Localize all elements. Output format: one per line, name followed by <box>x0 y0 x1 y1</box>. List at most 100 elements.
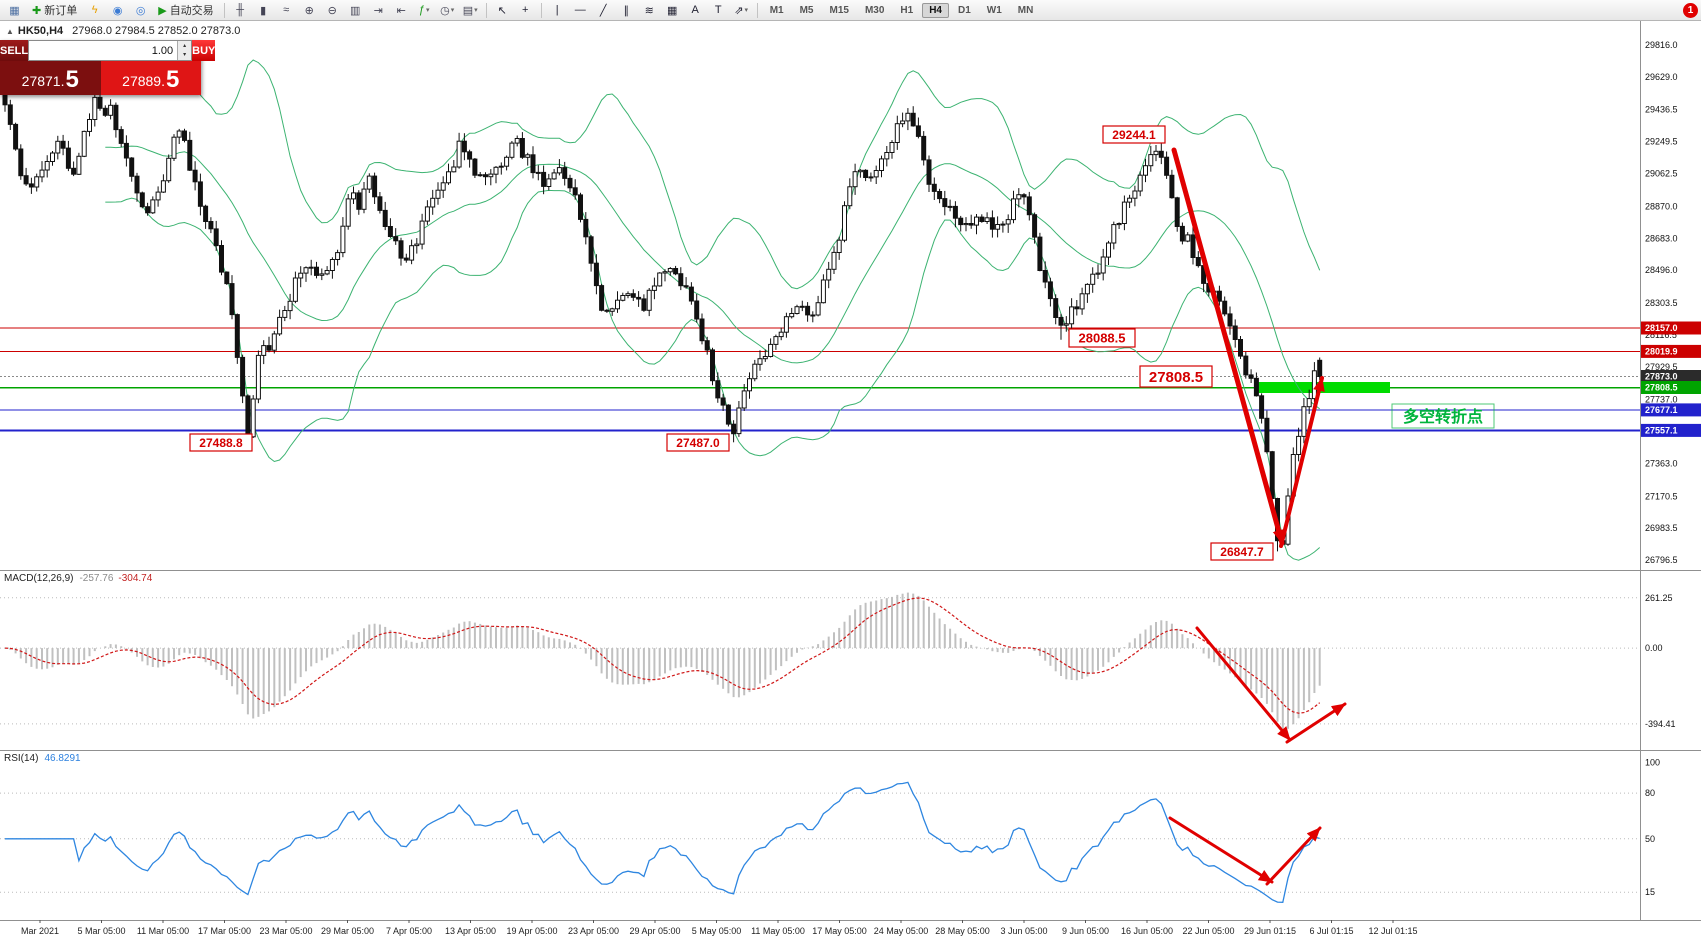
price-tag: 28019.9 <box>1641 344 1701 358</box>
sell-button[interactable]: SELL <box>0 40 29 61</box>
grid-icon[interactable]: ▦ <box>662 1 683 20</box>
macd-arrow[interactable] <box>1285 702 1347 744</box>
candlesticks[interactable] <box>2 88 1323 552</box>
svg-text:26983.5: 26983.5 <box>1645 523 1678 533</box>
svg-text:50: 50 <box>1645 834 1655 844</box>
mql5-icon: ϟ <box>91 4 98 16</box>
tile-windows-icon[interactable]: ▥ <box>345 1 366 20</box>
channel-icon[interactable]: ∥ <box>616 1 637 20</box>
line-chart-mode-icon[interactable]: ≈ <box>276 1 297 20</box>
price-annotation[interactable]: 27808.5 <box>1139 365 1213 388</box>
buy-price-big-digit: 5 <box>165 66 180 93</box>
text-icon[interactable]: A <box>685 1 706 20</box>
timeframe-m30-button[interactable]: M30 <box>864 4 885 16</box>
price-annotation[interactable]: 28088.5 <box>1068 328 1136 348</box>
rsi-arrow[interactable] <box>1265 826 1322 886</box>
lot-decrease-button[interactable]: ▾ <box>178 50 192 60</box>
autotrading-button-label: 自动交易 <box>169 5 214 17</box>
chart-shift-icon[interactable]: ⇤ <box>391 1 412 20</box>
cursor-icon: ↖ <box>497 4 507 17</box>
price-annotation[interactable]: 26847.7 <box>1210 542 1274 561</box>
chart-shift-icon: ⇤ <box>396 4 406 17</box>
zoom-in-icon[interactable]: ⊕ <box>299 1 320 20</box>
text-icon: A <box>691 4 699 16</box>
notification-badge[interactable]: 1 <box>1683 3 1698 18</box>
periods-icon[interactable]: ◷ ▾ <box>437 1 458 20</box>
horizontal-lines[interactable] <box>0 327 1640 432</box>
new-chart-icon[interactable]: ▦ <box>4 1 25 20</box>
svg-text:11 May 05:00: 11 May 05:00 <box>751 926 805 936</box>
crosshair-icon: + <box>521 4 529 16</box>
svg-text:Mar 2021: Mar 2021 <box>21 926 59 936</box>
horizontal-line-icon[interactable]: ― <box>570 1 591 20</box>
text-label-icon[interactable]: T <box>708 1 729 20</box>
svg-text:27557.1: 27557.1 <box>1645 425 1678 435</box>
community-icon[interactable]: ◉ <box>107 1 128 20</box>
price-annotation[interactable]: 27488.8 <box>189 433 253 452</box>
svg-text:29062.5: 29062.5 <box>1645 169 1678 179</box>
vertical-line-icon[interactable]: | <box>547 1 568 20</box>
price-annotation[interactable]: 29244.1 <box>1102 125 1166 144</box>
lot-size-field[interactable]: ▴ ▾ <box>28 40 193 61</box>
fibonacci-icon[interactable]: ≋ <box>639 1 660 20</box>
price-annotation[interactable]: 27487.0 <box>666 433 730 452</box>
svg-text:27873.0: 27873.0 <box>1645 372 1678 382</box>
news-icon: ◎ <box>135 4 146 17</box>
auto-scroll-icon[interactable]: ⇥ <box>368 1 389 20</box>
lot-increase-button[interactable]: ▴ <box>178 41 192 51</box>
time-axis[interactable]: Mar 2021 5 Mar 05:00 11 Mar 05:00 17 Mar 05… <box>21 920 1418 936</box>
timeframe-m1-button[interactable]: M1 <box>769 4 784 16</box>
arrows-tool-icon[interactable]: ⇗ ▾ <box>731 1 752 20</box>
svg-text:12 Jul 01:15: 12 Jul 01:15 <box>1368 926 1417 936</box>
indicators-icon[interactable]: ƒ ▾ <box>414 1 435 20</box>
timeframe-mn-button[interactable]: MN <box>1017 4 1034 16</box>
one-click-trading-widget[interactable]: SELL ▴ ▾ BUY 27871.5 27889.5 <box>0 40 216 95</box>
price-tag: 27677.1 <box>1641 403 1701 417</box>
svg-text:28496.0: 28496.0 <box>1645 265 1678 275</box>
crosshair-icon[interactable]: + <box>515 1 536 20</box>
cursor-icon[interactable]: ↖ <box>492 1 513 20</box>
buy-price[interactable]: 27889. 5 <box>100 61 201 95</box>
svg-text:27487.0: 27487.0 <box>676 436 720 450</box>
timeframe-m5-button[interactable]: M5 <box>799 4 814 16</box>
symbol-ohlc: 27968.0 27984.5 27852.0 27873.0 <box>72 25 241 37</box>
rsi-arrow[interactable] <box>1168 816 1274 884</box>
svg-text:3 Jun 05:00: 3 Jun 05:00 <box>1000 926 1047 936</box>
bar-chart-mode-icon[interactable]: ╫ <box>230 1 251 20</box>
turning-point-label[interactable]: 多空转折点 <box>1391 403 1495 429</box>
price-axis[interactable]: 29816.0 29629.0 29436.5 29249.5 29062.5 28870… <box>1641 40 1701 565</box>
new-order-button[interactable]: ✚ 新订单 <box>27 2 82 19</box>
mql5-icon[interactable]: ϟ <box>84 1 105 20</box>
timeframe-d1-button[interactable]: D1 <box>958 4 971 16</box>
zoom-in-icon: ⊕ <box>304 4 314 17</box>
svg-text:7 Apr 05:00: 7 Apr 05:00 <box>386 926 432 936</box>
lot-stepper[interactable]: ▴ ▾ <box>177 41 192 60</box>
trend-arrow[interactable] <box>1171 147 1285 546</box>
zoom-out-icon[interactable]: ⊖ <box>322 1 343 20</box>
timeframe-h1-button[interactable]: H1 <box>900 4 914 16</box>
news-icon[interactable]: ◎ <box>130 1 151 20</box>
macd-axis[interactable]: 261.25 0.00 -394.41 <box>1645 593 1676 729</box>
timeframe-w1-button[interactable]: W1 <box>986 4 1002 16</box>
timeframe-h4-button[interactable]: H4 <box>922 2 949 18</box>
trend-arrow[interactable] <box>1279 376 1325 548</box>
templates-icon[interactable]: ▤ ▾ <box>460 1 481 20</box>
community-icon: ◉ <box>112 4 123 17</box>
candlestick-mode-icon[interactable]: ▮ <box>253 1 274 20</box>
timeframe-m15-button[interactable]: M15 <box>829 4 849 16</box>
trendline-icon[interactable]: ╱ <box>593 1 614 20</box>
svg-text:23 Apr 05:00: 23 Apr 05:00 <box>568 926 619 936</box>
svg-text:29629.0: 29629.0 <box>1645 72 1678 82</box>
lot-size-input[interactable] <box>29 41 178 60</box>
buy-button[interactable]: BUY <box>192 40 216 61</box>
candlestick-mode-icon: ▮ <box>260 4 267 17</box>
autotrading-button[interactable]: ▶ 自动交易 <box>153 2 218 19</box>
highlight-bar[interactable] <box>1258 382 1390 393</box>
macd-arrow[interactable] <box>1195 626 1292 742</box>
sell-price[interactable]: 27871. 5 <box>0 61 101 95</box>
indicators-icon: ƒ <box>418 4 425 16</box>
rsi-axis[interactable]: 100 80 50 15 <box>1645 758 1660 898</box>
toolbar-separator <box>540 2 542 18</box>
svg-text:29816.0: 29816.0 <box>1645 40 1678 50</box>
